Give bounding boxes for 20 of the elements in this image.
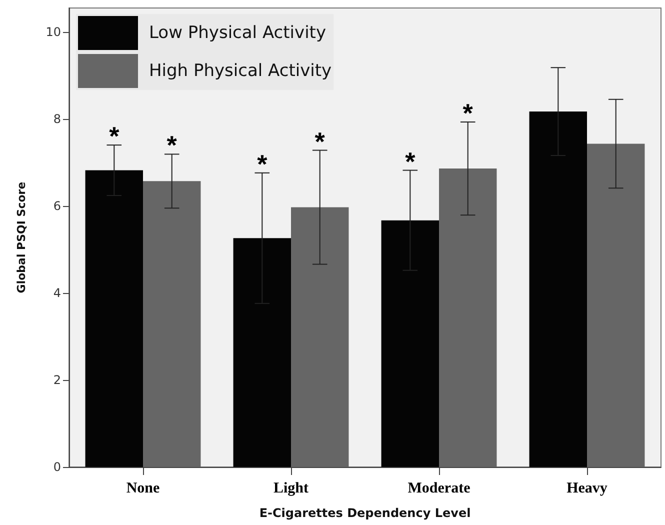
y-tick-label: 0 xyxy=(53,460,61,474)
annotation: * xyxy=(405,146,416,176)
annotation: * xyxy=(166,130,178,160)
x-axis-title: E-Cigarettes Dependency Level xyxy=(259,506,471,520)
y-tick-label: 10 xyxy=(46,24,61,39)
annotation: * xyxy=(314,126,326,156)
y-axis-title: Global PSQI Score xyxy=(15,182,28,294)
x-tick-label: Heavy xyxy=(566,480,608,496)
annotation: * xyxy=(257,148,268,179)
y-tick-label: 2 xyxy=(53,372,61,387)
legend-label: High Physical Activity xyxy=(149,61,332,81)
annotation: * xyxy=(109,121,120,152)
annotation: * xyxy=(462,98,474,128)
x-tick-label: Moderate xyxy=(408,480,471,496)
y-tick-label: 4 xyxy=(53,286,61,300)
y-tick-label: 8 xyxy=(53,112,61,126)
y-tick-label: 6 xyxy=(53,198,61,213)
legend-label: Low Physical Activity xyxy=(149,23,326,43)
x-tick-label: Light xyxy=(273,480,309,496)
x-tick-label: None xyxy=(126,480,160,496)
